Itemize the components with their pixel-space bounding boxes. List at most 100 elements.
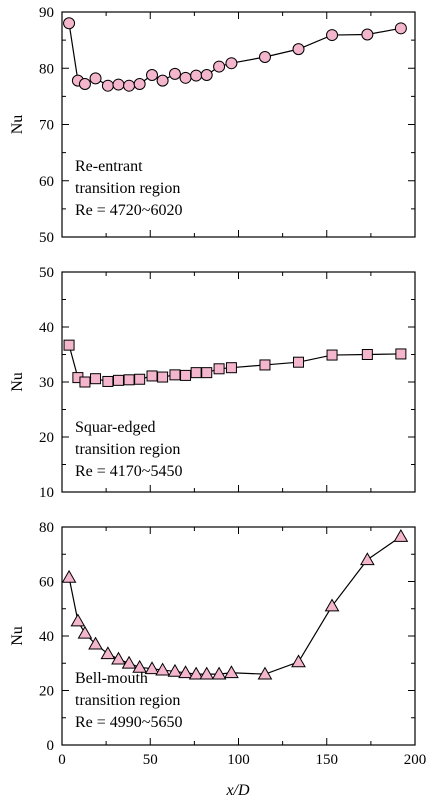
data-point — [146, 370, 158, 382]
data-point — [178, 665, 193, 679]
data-point — [211, 666, 227, 680]
panel-reentrant: 50 60 70 80 90 Nu Re-entrant transition region R… — [9, 5, 416, 246]
annotation-line: Re = 4990~5650 — [75, 714, 182, 731]
data-point — [393, 529, 409, 542]
data-point — [155, 662, 170, 676]
data-point — [199, 666, 215, 680]
data-point — [90, 373, 102, 385]
y-axis-label: Nu — [9, 372, 26, 392]
y-tick-label: 60 — [39, 575, 54, 591]
data-point — [123, 79, 136, 92]
data-point — [225, 57, 238, 70]
y-tick-label: 80 — [39, 61, 54, 77]
annotation-line: Bell-mouth — [75, 670, 148, 687]
data-point — [394, 22, 407, 35]
data-point — [180, 369, 192, 381]
data-point — [112, 374, 124, 386]
data-point — [78, 78, 91, 90]
data-point — [157, 371, 169, 383]
x-tick-label: 0 — [58, 752, 66, 768]
annotation-line: transition region — [75, 441, 180, 458]
y-tick-label: 20 — [39, 430, 54, 446]
data-point — [70, 613, 86, 627]
y-tick-label: 80 — [39, 520, 54, 536]
data-point — [257, 666, 273, 680]
data-point — [134, 373, 146, 385]
data-point — [395, 348, 407, 360]
y-tick-label: 20 — [39, 684, 54, 700]
data-point — [213, 363, 225, 375]
data-point — [200, 69, 213, 81]
data-point — [326, 349, 338, 361]
data-point — [291, 654, 306, 668]
y-tick-label: 50 — [39, 265, 54, 281]
panel-square-edged: 10 20 30 40 50 Nu Squar-edged transition region… — [9, 265, 416, 501]
data-point — [324, 598, 340, 612]
data-point — [63, 17, 76, 30]
data-point — [112, 78, 125, 91]
data-point — [258, 51, 271, 63]
x-tick-label: 200 — [404, 752, 427, 768]
data-point — [146, 69, 159, 81]
annotation-line: Re = 4720~6020 — [75, 202, 182, 219]
data-point — [224, 665, 239, 679]
data-point — [168, 67, 181, 80]
annotation-line: Squar-edged — [75, 419, 156, 436]
data-point — [100, 646, 116, 660]
data-point — [144, 661, 160, 675]
data-point — [123, 374, 135, 386]
data-point — [121, 655, 137, 669]
data-point — [88, 636, 103, 650]
x-tick-label: 150 — [316, 752, 339, 768]
data-point — [167, 663, 183, 677]
y-axis-label: Nu — [9, 115, 26, 135]
y-tick-label: 0 — [47, 738, 55, 754]
data-point — [326, 29, 339, 42]
annotation-line: transition region — [75, 180, 180, 197]
data-point — [89, 72, 102, 85]
y-axis-label: Nu — [9, 626, 26, 646]
data-point — [111, 651, 126, 665]
data-point — [133, 78, 146, 90]
y-tick-label: 40 — [39, 629, 54, 645]
annotation-line: Re-entrant — [75, 158, 143, 175]
data-point — [179, 71, 192, 84]
y-tick-label: 30 — [39, 375, 54, 391]
x-tick-label: 100 — [227, 752, 250, 768]
plot-frame — [61, 526, 416, 746]
annotation-line: transition region — [75, 692, 180, 709]
data-point — [169, 369, 181, 381]
data-point — [292, 43, 305, 56]
data-point — [201, 367, 213, 379]
data-point — [225, 362, 237, 374]
data-point — [190, 69, 203, 82]
data-point — [79, 376, 91, 388]
y-tick-label: 90 — [39, 5, 54, 21]
annotation-line: Re = 4170~5450 — [75, 463, 182, 480]
y-tick-label: 50 — [39, 230, 54, 246]
y-tick-label: 40 — [39, 320, 54, 336]
data-point — [361, 28, 374, 41]
data-point — [101, 79, 114, 92]
data-point — [132, 659, 148, 673]
data-point — [259, 359, 271, 371]
data-point — [102, 375, 114, 387]
x-axis-label: x/D — [225, 782, 250, 799]
data-point — [361, 349, 373, 360]
data-point — [293, 356, 305, 368]
x-tick-label: 50 — [143, 752, 158, 768]
data-point — [156, 74, 169, 87]
series-line — [68, 23, 401, 87]
data-point — [77, 625, 93, 639]
data-point — [61, 569, 77, 583]
y-tick-label: 60 — [39, 174, 54, 190]
y-tick-label: 70 — [39, 118, 54, 134]
data-point — [359, 552, 375, 566]
data-point — [63, 339, 75, 351]
y-tick-label: 10 — [39, 485, 54, 501]
data-point — [188, 666, 204, 680]
data-point — [213, 60, 226, 73]
data-point — [190, 367, 202, 379]
panel-bell-mouth: 0 20 40 60 80 0 50 100 150 200 Nu Bell-mouth transit… — [9, 520, 426, 768]
